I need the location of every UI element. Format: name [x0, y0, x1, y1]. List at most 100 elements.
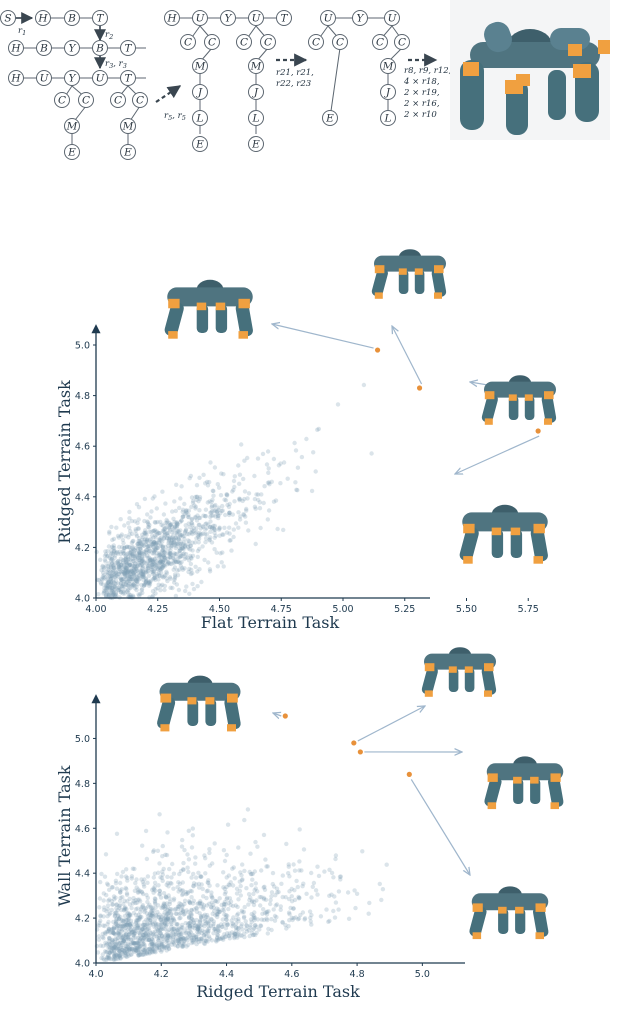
scatter-point	[216, 924, 221, 929]
scatter-point	[239, 442, 244, 447]
grammar-node: J	[248, 84, 264, 100]
scatter-point	[125, 944, 130, 949]
scatter-point	[128, 550, 133, 555]
scatter-point	[225, 502, 230, 508]
scatter-point	[191, 933, 197, 938]
scatter-point	[145, 512, 150, 517]
scatter-point	[125, 926, 130, 931]
scatter-point	[98, 580, 103, 585]
scatter-point	[163, 917, 169, 922]
scatter-point	[207, 863, 212, 868]
scatter-point	[193, 564, 198, 569]
scatter-point	[150, 563, 155, 568]
scatter-point	[173, 906, 178, 912]
scatter-point	[178, 541, 183, 547]
scatter-point	[216, 515, 221, 521]
grammar-node: U	[192, 10, 208, 26]
scatter-point	[210, 911, 215, 916]
scatter-point	[203, 938, 209, 943]
scatter-point	[100, 934, 105, 940]
scatter-point	[261, 832, 267, 838]
scatter-point	[141, 577, 146, 583]
scatter-point	[149, 913, 154, 918]
scatter-point	[127, 911, 132, 917]
scatter-point	[136, 953, 141, 958]
scatter-point	[142, 560, 147, 565]
scatter-point	[182, 543, 188, 548]
scatter-point	[196, 515, 202, 520]
scatter-point	[189, 504, 194, 510]
scatter-point	[153, 563, 158, 568]
scatter-point	[190, 548, 195, 553]
scatter-point	[145, 559, 150, 564]
svg-text:H: H	[10, 73, 21, 85]
scatter-point	[123, 553, 128, 558]
scatter-point	[252, 888, 257, 893]
scatter-point	[164, 536, 170, 541]
scatter-point	[167, 554, 172, 560]
scatter-point	[262, 887, 268, 892]
scatter-point	[124, 922, 129, 927]
svg-text:Y: Y	[225, 13, 233, 25]
scatter-point	[132, 586, 138, 591]
scatter-point	[196, 927, 201, 932]
scatter-point	[194, 906, 200, 911]
scatter-point	[125, 935, 130, 940]
scatter-point	[184, 510, 189, 516]
scatter-point	[155, 566, 160, 572]
scatter-point	[131, 940, 136, 946]
scatter-point	[137, 553, 142, 558]
grammar-node: J	[380, 84, 396, 100]
scatter-point	[186, 521, 191, 526]
scatter-point	[178, 902, 184, 907]
scatter-point	[112, 562, 117, 568]
scatter-point	[215, 509, 220, 514]
scatter-point	[232, 484, 237, 490]
scatter-point	[197, 495, 203, 500]
scatter-point	[133, 566, 138, 571]
scatter-point	[116, 544, 122, 550]
scatter-point	[105, 583, 111, 589]
scatter-point	[213, 913, 218, 918]
scatter-point	[201, 513, 206, 518]
scatter-point	[138, 569, 144, 574]
scatter-point	[231, 534, 236, 540]
scatter-point	[257, 894, 262, 900]
scatter-point	[136, 555, 141, 561]
scatter-point	[112, 952, 117, 958]
scatter-point	[114, 917, 119, 922]
scatter-point	[194, 917, 199, 923]
scatter-point	[184, 508, 189, 513]
scatter-point	[145, 874, 151, 879]
svg-text:Y: Y	[357, 13, 365, 25]
scatter-point	[121, 551, 126, 556]
scatter-point	[140, 932, 145, 938]
scatter-point	[207, 883, 212, 888]
scatter-point	[236, 911, 241, 916]
scatter-point	[148, 939, 154, 944]
scatter-point	[139, 889, 144, 894]
scatter-point	[141, 922, 146, 927]
scatter-point	[122, 922, 127, 927]
scatter-point	[151, 561, 157, 566]
scatter-point	[106, 579, 112, 585]
scatter-point	[102, 553, 108, 559]
scatter-point	[124, 582, 129, 588]
scatter-point	[175, 559, 180, 565]
scatter-point	[151, 944, 156, 949]
scatter-point	[292, 897, 298, 903]
scatter-point	[158, 917, 163, 923]
scatter-point	[152, 540, 157, 545]
scatter-point	[134, 568, 139, 573]
scatter-point	[142, 944, 147, 949]
scatter-point	[265, 864, 270, 869]
scatter-point	[189, 923, 194, 928]
scatter-point	[204, 889, 209, 894]
scatter-point	[211, 523, 216, 528]
scatter-point	[224, 492, 230, 497]
scatter-point	[250, 927, 256, 932]
scatter-point	[244, 923, 249, 928]
scatter-point	[203, 917, 208, 922]
scatter-point	[187, 900, 192, 905]
scatter-point	[140, 879, 146, 885]
